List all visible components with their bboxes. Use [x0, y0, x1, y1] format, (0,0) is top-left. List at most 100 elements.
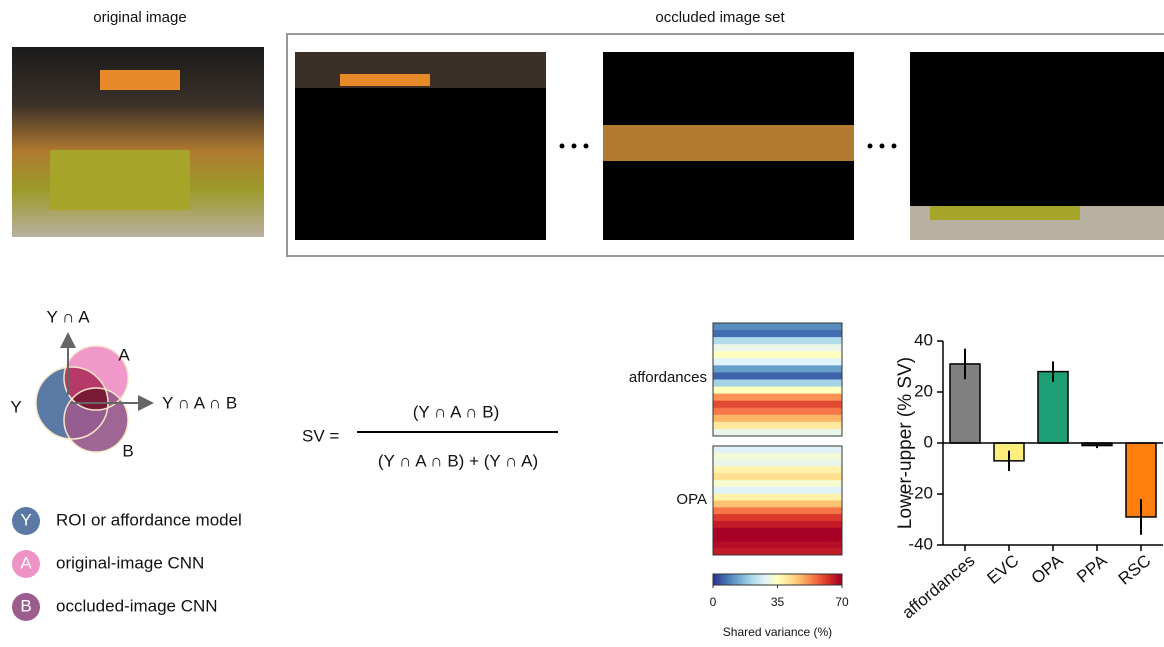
- colorbar-step: [835, 574, 839, 585]
- x-tick-label: affordances: [898, 551, 978, 622]
- colorbar-step: [773, 574, 776, 585]
- colorbar-step: [732, 574, 735, 585]
- colorbar-step: [771, 574, 774, 585]
- colorbar-step: [811, 574, 815, 585]
- heat-cell: [713, 365, 842, 373]
- venn-label: B: [122, 441, 133, 460]
- venn: [35, 332, 154, 453]
- heat-cell: [713, 323, 842, 331]
- colorbar-tick-label: 35: [771, 595, 785, 609]
- venn-label: Y ∩ A: [46, 307, 90, 326]
- colorbar-step: [799, 574, 802, 585]
- colorbar-step: [715, 574, 718, 585]
- legend-text: original-image CNN: [56, 553, 204, 572]
- colorbar-step: [749, 574, 753, 585]
- photo-lamp: [100, 70, 180, 90]
- colorbar-step: [725, 574, 729, 585]
- colorbar-step: [721, 574, 725, 585]
- photo-counter: [50, 150, 190, 210]
- colorbar-step: [751, 574, 755, 585]
- legend-letter: Y: [20, 510, 31, 529]
- legend: Y A B ROI or affordance model original-i…: [12, 507, 242, 621]
- colorbar-step: [816, 574, 819, 585]
- colorbar-step: [723, 574, 727, 585]
- heat-cell: [713, 446, 842, 454]
- colorbar-step: [777, 574, 781, 585]
- ellipsis: [559, 143, 897, 149]
- venn-label: Y ∩ A ∩ B: [162, 393, 237, 412]
- y-axis-label: Lower-upper (% SV): [895, 357, 916, 529]
- heat-cell: [713, 428, 842, 437]
- colorbar-step: [779, 574, 783, 585]
- heat-cell: [713, 393, 842, 402]
- heat-cell: [713, 459, 842, 467]
- x-tick-label: EVC: [983, 551, 1022, 588]
- heat-cell: [713, 514, 842, 522]
- y-tick-label: -20: [908, 483, 933, 502]
- colorbar-step: [740, 574, 744, 585]
- row-label: affordances: [629, 369, 707, 386]
- bar: [1037, 370, 1069, 444]
- heat-cell: [713, 493, 842, 501]
- y-tick-label: 0: [924, 432, 933, 451]
- colorbar-step: [745, 574, 748, 585]
- heat-cell: [713, 379, 842, 388]
- colorbar-step: [839, 574, 843, 585]
- heat-frame: [712, 322, 843, 437]
- colorbar-step: [768, 574, 772, 585]
- heat-cell: [713, 386, 842, 395]
- colorbar-step: [743, 574, 746, 585]
- heat-cell: [713, 372, 842, 380]
- colorbar-step: [775, 574, 778, 585]
- heat-cell: [713, 344, 842, 352]
- colorbar-step: [837, 574, 841, 585]
- occluded-frame: [286, 33, 1164, 257]
- row-label: OPA: [676, 491, 707, 508]
- colorbar-tick-label: 70: [835, 595, 849, 609]
- formula-lhs: SV =: [302, 426, 339, 445]
- colorbar-step: [747, 574, 751, 585]
- colorbar-step: [766, 574, 770, 585]
- colorbar-step: [822, 574, 826, 585]
- colorbar-step: [788, 574, 791, 585]
- heat-cell: [713, 337, 842, 345]
- colorbar-tick-label: 0: [710, 595, 717, 609]
- legend-letter: A: [20, 553, 32, 572]
- heat-cell: [713, 500, 842, 508]
- colorbar-step: [801, 574, 804, 585]
- colorbar-step: [783, 574, 787, 585]
- colorbar-step: [826, 574, 830, 585]
- heat-frame: [712, 445, 843, 556]
- heat-cell: [713, 507, 842, 515]
- heat-cell: [713, 527, 842, 536]
- heat-cell: [713, 358, 842, 366]
- colorbar-step: [736, 574, 740, 585]
- heat-cell: [713, 520, 842, 529]
- formula-numerator: (Y ∩ A ∩ B): [413, 402, 500, 421]
- colorbar-step: [781, 574, 785, 585]
- colorbar-step: [820, 574, 824, 585]
- heat-cell: [713, 486, 842, 495]
- x-tick-label: PPA: [1073, 551, 1111, 587]
- heat-cell: [713, 534, 842, 542]
- colorbar-step: [786, 574, 789, 585]
- heat-cell: [713, 541, 842, 549]
- heat-cell: [713, 414, 842, 423]
- colorbar-step: [762, 574, 766, 585]
- colorbar-step: [824, 574, 828, 585]
- heat-cell: [713, 407, 842, 416]
- colorbar-step: [829, 574, 832, 585]
- colorbar-step: [758, 574, 761, 585]
- colorbar-step: [803, 574, 806, 585]
- heat-cell: [713, 473, 842, 481]
- colorbar-step: [753, 574, 757, 585]
- colorbar-step: [734, 574, 738, 585]
- colorbar-step: [833, 574, 837, 585]
- colorbar-step: [738, 574, 742, 585]
- visible-strip: [930, 206, 1080, 220]
- colorbar-step: [730, 574, 733, 585]
- legend-letter: B: [20, 596, 31, 615]
- heat-cell: [713, 421, 842, 430]
- colorbar-label: Shared variance (%): [723, 625, 832, 639]
